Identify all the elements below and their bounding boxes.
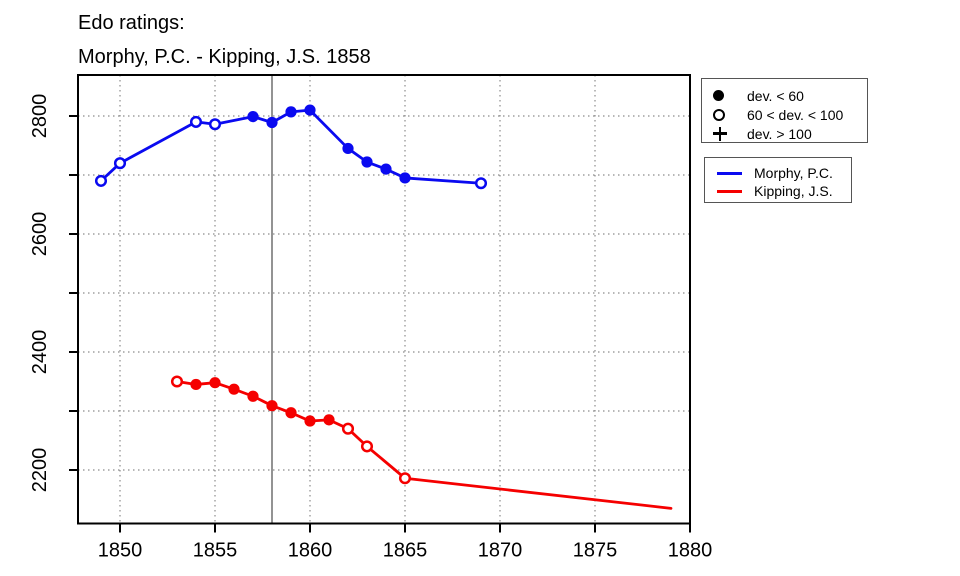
legend-item-dev-gt-100: dev. > 100 xyxy=(713,124,867,143)
point-kipping-1854 xyxy=(190,378,202,391)
point-kipping-1856 xyxy=(228,383,240,395)
plot-border xyxy=(77,74,691,525)
point-kipping-1859 xyxy=(285,407,297,419)
point-kipping-1858 xyxy=(266,400,278,412)
legend-label: dev. > 100 xyxy=(747,125,812,142)
legend-item-morphy: Morphy, P.C. xyxy=(717,164,851,182)
open-circle-icon xyxy=(713,108,725,121)
legend-label: Kipping, J.S. xyxy=(754,183,833,199)
point-morphy-1865 xyxy=(399,172,411,184)
plus-icon xyxy=(713,126,727,141)
legend-label: dev. < 60 xyxy=(747,87,804,104)
point-morphy-1864 xyxy=(380,163,392,175)
y-tick-label-2200: 2200 xyxy=(29,448,51,493)
point-morphy-1858 xyxy=(266,116,278,129)
series-line-morphy xyxy=(99,108,483,185)
y-tick-label-2600: 2600 xyxy=(29,212,51,257)
point-morphy-1850 xyxy=(113,157,127,170)
point-kipping-1855 xyxy=(209,377,221,389)
point-morphy-1863 xyxy=(361,156,373,168)
morphy-line-sample xyxy=(717,171,742,175)
legend-item-kipping: Kipping, J.S. xyxy=(717,182,851,200)
point-kipping-1863 xyxy=(360,440,374,453)
x-tick-label-1880: 1880 xyxy=(668,540,713,562)
x-tick-label-1855: 1855 xyxy=(193,540,238,562)
point-morphy-1860 xyxy=(304,104,316,116)
point-morphy-1857 xyxy=(247,110,259,123)
point-kipping-1857 xyxy=(247,390,259,402)
chart-title-line2: Morphy, P.C. - Kipping, J.S. 1858 xyxy=(78,46,371,68)
point-morphy-1855 xyxy=(208,118,222,131)
point-morphy-1849 xyxy=(94,174,108,187)
chart-title: Edo ratings: Morphy, P.C. - Kipping, J.S… xyxy=(78,6,371,74)
point-kipping-1862 xyxy=(341,422,355,435)
point-morphy-1859 xyxy=(285,106,297,118)
filled-circle-icon xyxy=(713,90,724,101)
point-kipping-1865 xyxy=(398,472,412,485)
point-morphy-1862 xyxy=(342,142,354,155)
x-tick-label-1850: 1850 xyxy=(98,540,143,562)
point-kipping-1853 xyxy=(170,375,184,388)
y-tick-label-2400: 2400 xyxy=(29,330,51,375)
legend-item-dev-lt-60: dev. < 60 xyxy=(713,86,867,105)
legend-label: Morphy, P.C. xyxy=(754,165,833,181)
legend-label: 60 < dev. < 100 xyxy=(747,106,844,123)
chart-title-line1: Edo ratings: xyxy=(78,12,185,34)
point-morphy-1854 xyxy=(189,115,203,128)
x-tick-label-1865: 1865 xyxy=(383,540,428,562)
legend-players: Morphy, P.C. Kipping, J.S. xyxy=(704,157,852,203)
x-tick-label-1870: 1870 xyxy=(478,540,523,562)
x-tick-label-1860: 1860 xyxy=(288,540,333,562)
legend-deviation: dev. < 60 60 < dev. < 100 dev. > 100 xyxy=(701,78,868,143)
point-kipping-1861 xyxy=(323,414,335,426)
point-morphy-1869 xyxy=(474,177,488,190)
x-tick-label-1875: 1875 xyxy=(573,540,618,562)
kipping-line-sample xyxy=(717,189,742,193)
y-tick-label-2800: 2800 xyxy=(29,94,51,139)
legend-item-dev-60-100: 60 < dev. < 100 xyxy=(713,105,867,124)
point-kipping-1860 xyxy=(304,415,316,427)
